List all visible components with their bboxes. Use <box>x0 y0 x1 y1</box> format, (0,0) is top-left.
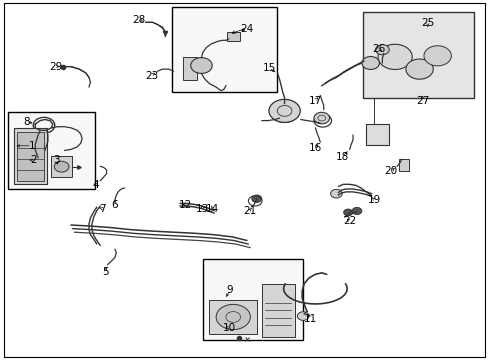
Bar <box>172 7 277 92</box>
Bar <box>365 124 388 145</box>
Circle shape <box>405 59 432 79</box>
Bar <box>203 259 303 340</box>
Circle shape <box>330 189 342 198</box>
Text: 26: 26 <box>371 44 385 54</box>
Bar <box>261 284 294 337</box>
Circle shape <box>268 99 300 122</box>
Text: 19: 19 <box>366 195 380 205</box>
Circle shape <box>54 161 69 172</box>
Text: 18: 18 <box>335 152 348 162</box>
Bar <box>398 159 408 171</box>
Text: 7: 7 <box>99 204 106 214</box>
Text: 14: 14 <box>205 204 219 214</box>
Text: 13: 13 <box>196 204 209 214</box>
Circle shape <box>297 312 308 320</box>
Text: 20: 20 <box>384 166 397 176</box>
Circle shape <box>423 46 450 66</box>
Text: 2: 2 <box>30 155 37 165</box>
Circle shape <box>313 112 329 124</box>
Circle shape <box>375 45 388 55</box>
Bar <box>14 128 47 184</box>
Text: 29: 29 <box>49 62 63 72</box>
Text: 16: 16 <box>308 143 322 153</box>
Text: 21: 21 <box>242 206 256 216</box>
Bar <box>227 32 239 41</box>
Text: 5: 5 <box>102 267 108 277</box>
Text: 10: 10 <box>223 323 236 333</box>
Circle shape <box>377 44 411 69</box>
Text: 9: 9 <box>226 285 233 295</box>
Text: 23: 23 <box>144 71 158 81</box>
Text: 4: 4 <box>92 180 99 190</box>
Circle shape <box>343 209 352 216</box>
Bar <box>17 132 43 181</box>
Text: 3: 3 <box>53 155 60 165</box>
Text: 22: 22 <box>342 216 356 226</box>
Text: 15: 15 <box>262 63 275 73</box>
Circle shape <box>351 207 361 215</box>
Circle shape <box>190 58 212 73</box>
Bar <box>51 156 72 177</box>
Text: 28: 28 <box>132 15 146 25</box>
Circle shape <box>361 57 379 69</box>
Text: 27: 27 <box>415 96 429 106</box>
Text: 1: 1 <box>28 141 35 151</box>
Text: 12: 12 <box>179 200 192 210</box>
Bar <box>362 12 473 98</box>
Bar <box>209 300 257 334</box>
Text: 24: 24 <box>240 24 253 34</box>
Bar <box>8 112 95 189</box>
Circle shape <box>251 195 261 202</box>
Text: 17: 17 <box>308 96 322 106</box>
Text: 6: 6 <box>111 200 118 210</box>
Bar <box>183 57 197 80</box>
Text: 11: 11 <box>303 314 317 324</box>
Circle shape <box>216 305 250 330</box>
Text: 25: 25 <box>420 18 434 28</box>
Text: 8: 8 <box>23 117 30 127</box>
